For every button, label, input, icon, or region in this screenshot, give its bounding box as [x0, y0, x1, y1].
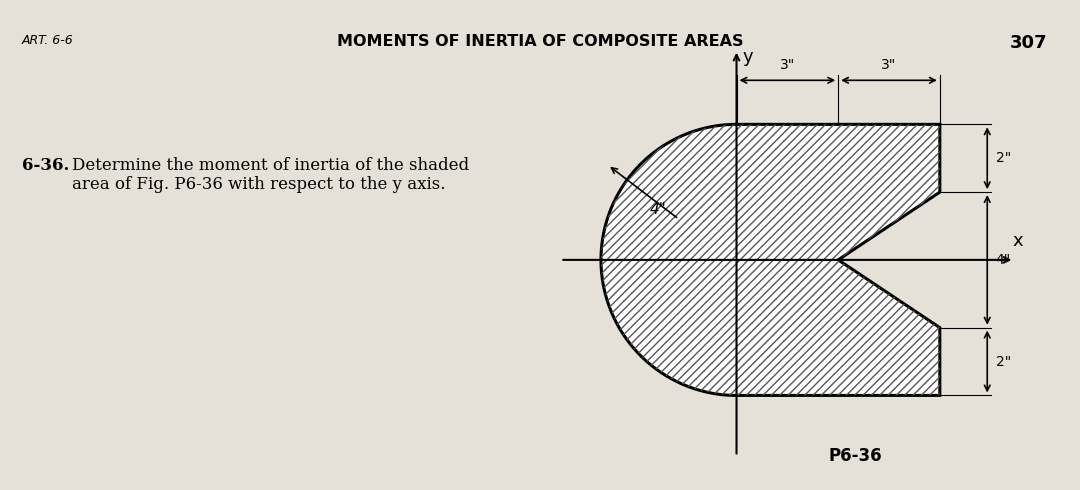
Text: Determine the moment of inertia of the shaded
area of Fig. P6-36 with respect to: Determine the moment of inertia of the s… [71, 157, 469, 194]
Text: y: y [743, 48, 753, 66]
Text: x: x [1012, 232, 1023, 250]
Text: MOMENTS OF INERTIA OF COMPOSITE AREAS: MOMENTS OF INERTIA OF COMPOSITE AREAS [337, 34, 743, 49]
Text: 3": 3" [881, 58, 896, 72]
Text: 307: 307 [1010, 34, 1048, 52]
Polygon shape [600, 124, 940, 395]
Text: 4": 4" [650, 201, 667, 217]
Text: 2": 2" [996, 151, 1011, 165]
Text: 3": 3" [780, 58, 795, 72]
Text: 2": 2" [996, 355, 1011, 368]
Text: 4": 4" [996, 253, 1011, 267]
Text: 6-36.: 6-36. [22, 157, 69, 174]
Text: P6-36: P6-36 [828, 447, 882, 465]
Text: ART. 6-6: ART. 6-6 [22, 34, 73, 48]
